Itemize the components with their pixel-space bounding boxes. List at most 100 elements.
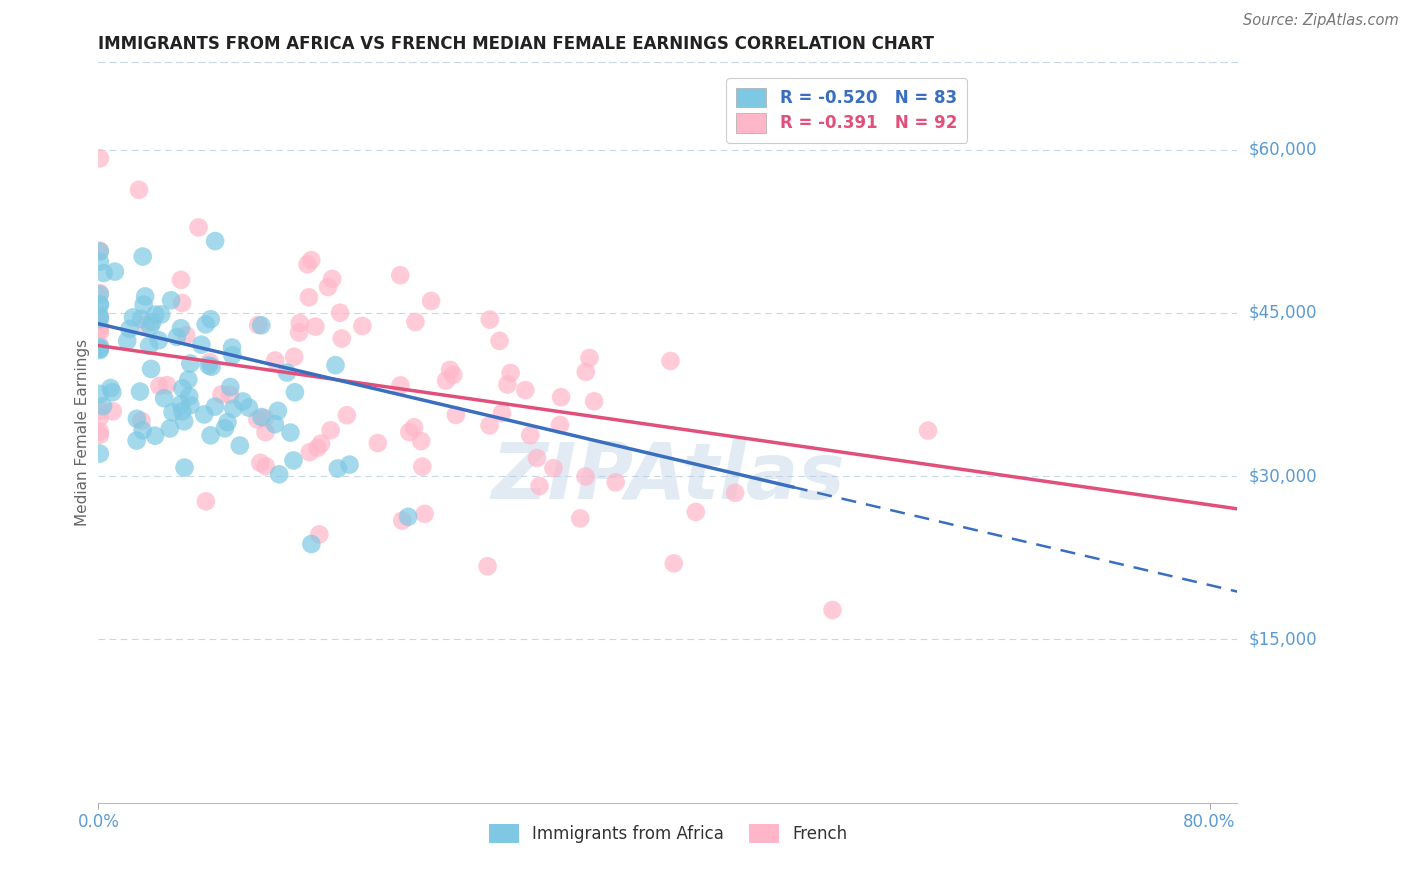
Point	[172, 381, 194, 395]
Point	[238, 401, 260, 415]
Point	[477, 559, 499, 574]
Point	[89, 425, 111, 439]
Point	[170, 296, 193, 310]
Point	[89, 342, 111, 356]
Point	[170, 273, 193, 287]
Point	[478, 418, 501, 433]
Point	[413, 507, 436, 521]
Point	[219, 388, 242, 402]
Point	[515, 383, 537, 397]
Point	[173, 460, 195, 475]
Point	[297, 257, 319, 271]
Point	[89, 428, 111, 442]
Point	[574, 469, 596, 483]
Point	[352, 318, 374, 333]
Point	[583, 394, 606, 409]
Point	[194, 494, 217, 508]
Point	[153, 391, 176, 405]
Point	[200, 359, 222, 374]
Point	[135, 318, 157, 332]
Point	[89, 325, 111, 339]
Point	[283, 453, 305, 467]
Point	[402, 420, 425, 434]
Point	[411, 459, 433, 474]
Point	[254, 425, 277, 440]
Point	[89, 310, 111, 324]
Point	[298, 445, 321, 459]
Point	[391, 514, 413, 528]
Point	[269, 467, 291, 482]
Point	[299, 537, 322, 551]
Point	[100, 381, 122, 395]
Point	[404, 315, 426, 329]
Point	[543, 461, 565, 475]
Point	[441, 368, 464, 382]
Point	[117, 334, 139, 348]
Point	[329, 306, 352, 320]
Point	[173, 414, 195, 428]
Point	[134, 289, 156, 303]
Point	[659, 354, 682, 368]
Point	[128, 183, 150, 197]
Point	[131, 423, 153, 437]
Point	[309, 436, 332, 450]
Point	[396, 509, 419, 524]
Point	[308, 527, 330, 541]
Point	[104, 264, 127, 278]
Point	[434, 374, 457, 388]
Point	[550, 390, 572, 404]
Point	[91, 399, 114, 413]
Point	[662, 557, 685, 571]
Point	[307, 441, 329, 455]
Point	[575, 365, 598, 379]
Point	[229, 438, 252, 452]
Point	[125, 411, 148, 425]
Text: $60,000: $60,000	[1249, 141, 1317, 159]
Point	[101, 404, 124, 418]
Point	[288, 326, 311, 340]
Point	[170, 321, 193, 335]
Point	[89, 309, 111, 323]
Point	[174, 328, 197, 343]
Point	[148, 333, 170, 347]
Point	[93, 266, 115, 280]
Point	[325, 358, 347, 372]
Y-axis label: Median Female Earnings: Median Female Earnings	[75, 339, 90, 526]
Point	[179, 389, 201, 403]
Point	[389, 268, 412, 283]
Point	[249, 456, 271, 470]
Point	[89, 343, 111, 357]
Point	[159, 421, 181, 435]
Point	[499, 366, 522, 380]
Point	[209, 387, 232, 401]
Point	[280, 425, 302, 440]
Point	[132, 250, 155, 264]
Point	[548, 417, 571, 432]
Point	[190, 337, 212, 351]
Point	[326, 461, 349, 475]
Point	[89, 446, 111, 460]
Point	[145, 308, 167, 322]
Point	[160, 293, 183, 308]
Point	[367, 436, 389, 450]
Point	[204, 400, 226, 414]
Point	[250, 410, 273, 425]
Point	[569, 511, 592, 525]
Point	[221, 348, 243, 362]
Point	[389, 378, 412, 392]
Point	[288, 316, 311, 330]
Point	[411, 434, 433, 448]
Text: IMMIGRANTS FROM AFRICA VS FRENCH MEDIAN FEMALE EARNINGS CORRELATION CHART: IMMIGRANTS FROM AFRICA VS FRENCH MEDIAN …	[98, 35, 935, 53]
Point	[129, 384, 152, 399]
Point	[89, 319, 111, 334]
Point	[247, 318, 270, 332]
Point	[222, 401, 245, 416]
Point	[177, 373, 200, 387]
Point	[89, 340, 111, 354]
Point	[264, 353, 287, 368]
Text: $45,000: $45,000	[1249, 304, 1317, 322]
Point	[221, 341, 243, 355]
Point	[519, 428, 541, 442]
Point	[89, 152, 111, 166]
Point	[101, 385, 124, 400]
